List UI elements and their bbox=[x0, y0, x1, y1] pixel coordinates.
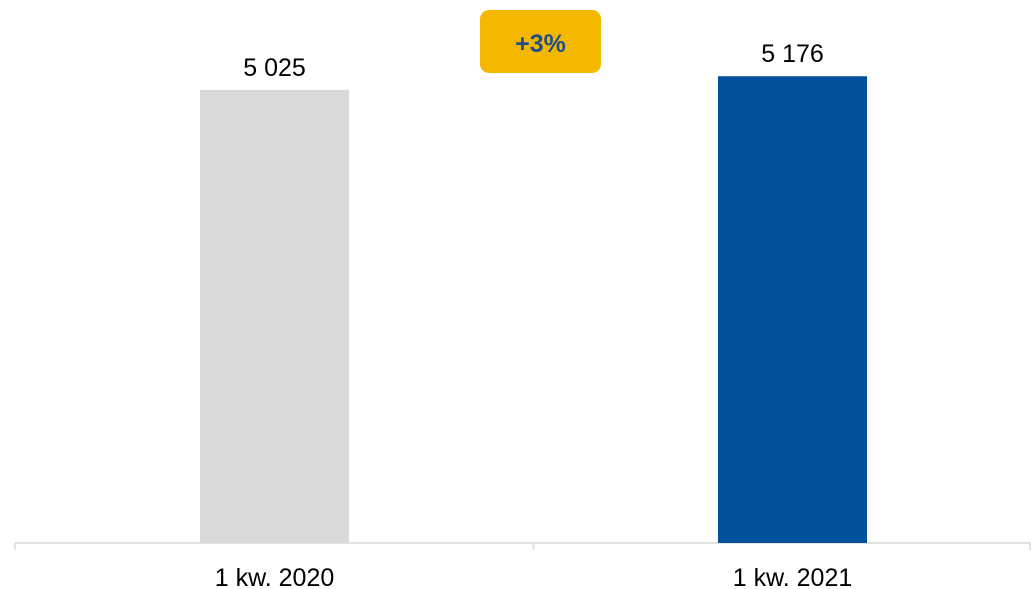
category-labels: 1 kw. 2020 1 kw. 2021 bbox=[215, 564, 853, 589]
bar-0 bbox=[200, 89, 349, 544]
x-axis bbox=[14, 542, 1031, 550]
bar-1 bbox=[718, 76, 867, 543]
value-labels: 5 025 5 176 bbox=[243, 40, 824, 82]
bar-value-label-1: 5 176 bbox=[761, 40, 824, 68]
growth-badge-background bbox=[480, 10, 601, 73]
category-label-1: 1 kw. 2021 bbox=[733, 564, 853, 589]
growth-badge: +3% bbox=[480, 10, 601, 73]
bar-value-label-0: 5 025 bbox=[243, 54, 306, 82]
category-label-0: 1 kw. 2020 bbox=[215, 564, 335, 589]
growth-badge-text: +3% bbox=[515, 30, 566, 58]
bars bbox=[200, 76, 867, 544]
